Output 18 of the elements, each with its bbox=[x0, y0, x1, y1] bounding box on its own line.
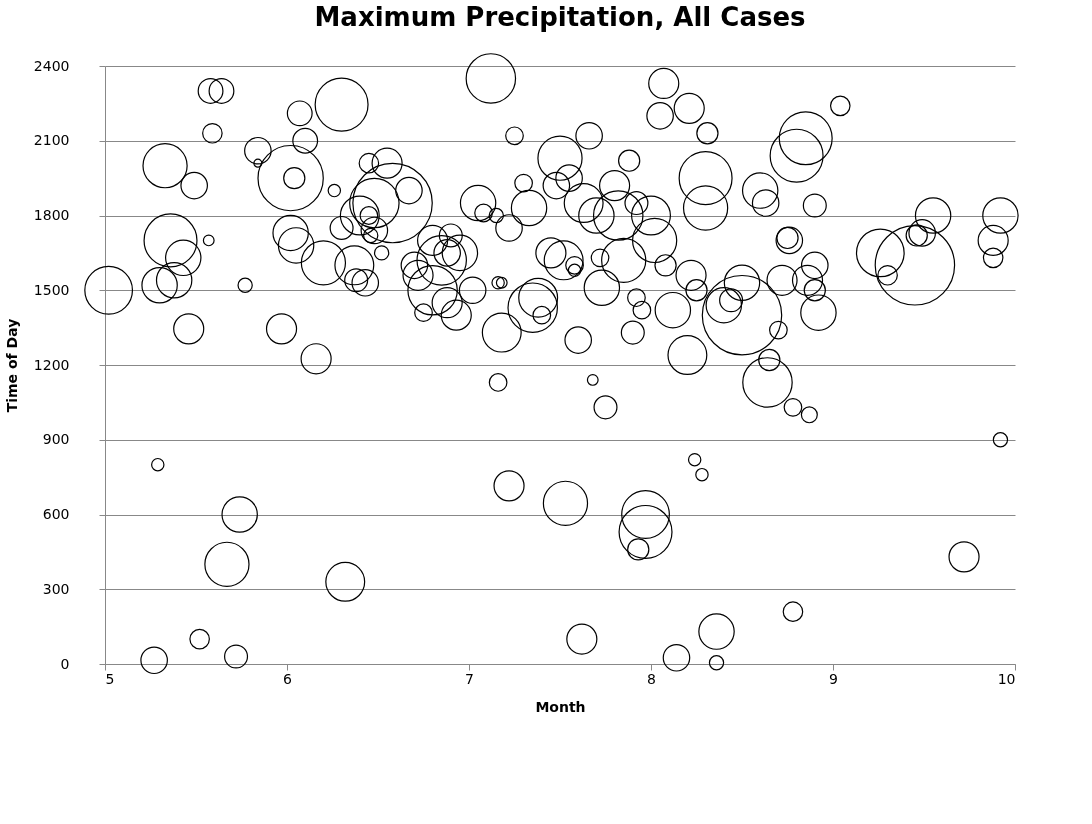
y-tick-label: 1800 bbox=[33, 207, 70, 223]
x-tick-label: 10 bbox=[997, 670, 1016, 687]
x-tick-label: 5 bbox=[105, 670, 115, 687]
y-tick-label: 0 bbox=[60, 655, 70, 672]
y-tick-label: 1200 bbox=[33, 356, 70, 373]
y-axis-title: Time of Day bbox=[3, 318, 20, 413]
y-tick-label: 2100 bbox=[33, 132, 70, 149]
x-tick-label: 9 bbox=[829, 670, 838, 687]
y-tick-label: 300 bbox=[42, 580, 70, 597]
x-tick-label: 6 bbox=[283, 670, 293, 687]
y-tick-label: 2400 bbox=[33, 57, 70, 74]
y-tick-label: 600 bbox=[42, 506, 70, 522]
y-tick-label: 1500 bbox=[33, 281, 70, 298]
x-axis-title: Month bbox=[535, 698, 586, 715]
chart-title: Maximum Precipitation, All Cases bbox=[314, 2, 806, 33]
y-tick-label: 900 bbox=[42, 431, 70, 448]
x-tick-label: 7 bbox=[465, 670, 474, 687]
x-tick-label: 8 bbox=[647, 670, 656, 687]
